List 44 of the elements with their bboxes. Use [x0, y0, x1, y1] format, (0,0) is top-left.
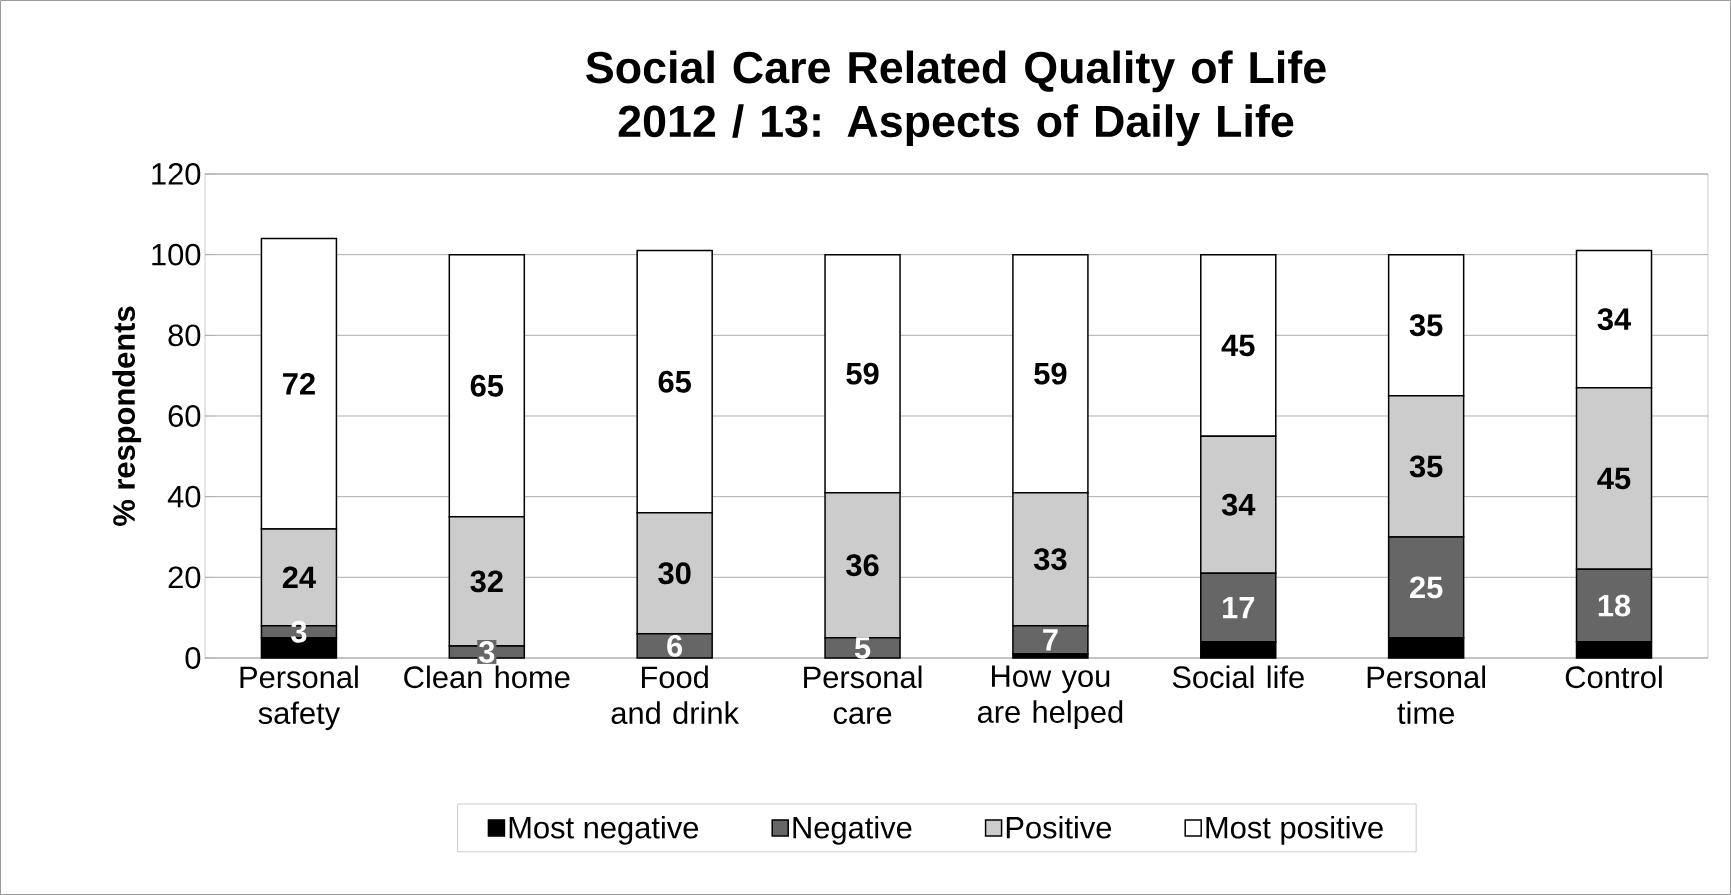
data-label: 33 [1033, 548, 1067, 571]
data-label: 5 [854, 637, 871, 659]
chart-title: Social Care Related Quality of Life 2012 / 13: Aspects of Daily Life [586, 50, 1326, 147]
y-tick-label: 100 [152, 243, 201, 266]
data-label: 45 [1597, 467, 1631, 490]
x-tick-label: Control [1565, 665, 1662, 689]
legend-label: Negative [793, 815, 912, 845]
data-label: 24 [282, 566, 316, 589]
x-tick-label: Food and drink [611, 665, 740, 725]
legend-label: Most positive [1206, 815, 1383, 845]
legend-label: Positive [1006, 815, 1112, 839]
data-label: 35 [1409, 455, 1443, 478]
x-tick-label: Clean home [404, 665, 570, 689]
data-label: 34 [1597, 308, 1632, 331]
y-tick-label: 120 [152, 163, 201, 185]
data-label: 7 [1043, 629, 1058, 651]
data-label: 6 [667, 634, 683, 657]
y-tick-label: 40 [167, 485, 201, 508]
data-label: 59 [1034, 362, 1067, 385]
x-tick-label: How you are helped [977, 665, 1123, 730]
legend-label: Most negative [509, 815, 699, 845]
data-label: 32 [470, 570, 503, 593]
x-tick-label: Personal safety [240, 665, 358, 731]
data-label: 45 [1221, 334, 1255, 357]
x-tick-label: Social life [1172, 665, 1304, 689]
y-tick-label: 0 [185, 647, 201, 669]
y-tick-label: 20 [168, 566, 201, 589]
data-label: 25 [1410, 576, 1443, 599]
y-axis-title: % respondents [112, 306, 142, 526]
data-label: 36 [846, 554, 879, 577]
data-label: 35 [1409, 314, 1443, 337]
x-tick-label: Personal time [1367, 665, 1486, 725]
y-tick-label: 80 [168, 324, 201, 347]
data-label: 72 [283, 372, 315, 395]
data-label: 17 [1223, 596, 1255, 619]
data-label: 3 [478, 640, 495, 663]
y-tick-label: 60 [168, 405, 201, 427]
data-label: 34 [1221, 493, 1256, 516]
data-label: 30 [658, 562, 691, 585]
x-tick-label: Personal care [804, 665, 922, 725]
data-label: 65 [470, 374, 504, 397]
data-label: 65 [658, 370, 691, 393]
data-label: 59 [846, 362, 879, 385]
data-label: 18 [1598, 594, 1631, 617]
